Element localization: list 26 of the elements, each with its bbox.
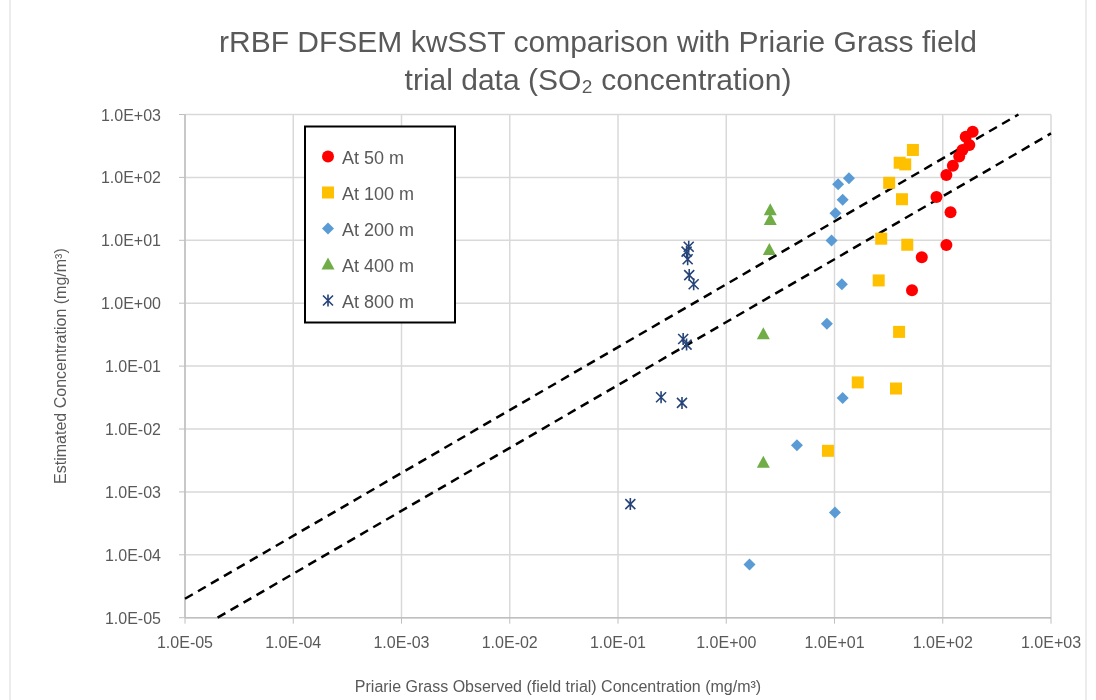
y-tick-label: 1.0E+02 xyxy=(100,169,162,187)
x-tick-label: 1.0E-04 xyxy=(265,633,322,651)
y-tick-label: 1.0E-04 xyxy=(104,546,162,564)
y-tick-label: 1.0E-03 xyxy=(104,483,162,501)
y-tick-label: 1.0E+00 xyxy=(100,295,162,313)
x-axis-title: Priarie Grass Observed (field trial) Concentration (mg/m³) xyxy=(354,678,762,695)
x-tick-label: 1.0E-02 xyxy=(481,633,538,651)
x-tick-label: 1.0E-03 xyxy=(373,633,430,651)
y-tick-label: 1.0E+03 xyxy=(100,106,162,124)
x-tick-label: 1.0E+01 xyxy=(804,633,865,651)
y-tick-label: 1.0E-05 xyxy=(104,609,162,627)
legend-label: At 50 m xyxy=(342,147,405,168)
legend-label: At 100 m xyxy=(342,183,415,204)
y-tick-label: 1.0E-01 xyxy=(104,358,162,376)
y-tick-label: 1.0E-02 xyxy=(104,421,162,438)
x-tick-label: 1.0E+02 xyxy=(912,633,973,651)
legend-label: At 400 m xyxy=(342,255,415,276)
y-axis-title: Estimated Concentration (mg/m³) xyxy=(52,248,69,484)
x-tick-label: 1.0E+03 xyxy=(1020,633,1082,651)
x-tick-label: 1.0E-05 xyxy=(156,633,214,651)
x-tick-label: 1.0E-01 xyxy=(589,633,647,651)
y-tick-label: 1.0E+01 xyxy=(100,232,162,250)
legend-label: At 200 m xyxy=(342,219,415,240)
legend-label: At 800 m xyxy=(342,291,415,312)
chart-title: rRBF DFSEM kwSST comparison with Priarie Grass field trial data (SO₂ concentration) xyxy=(219,25,977,96)
x-tick-label: 1.0E+00 xyxy=(696,633,757,651)
